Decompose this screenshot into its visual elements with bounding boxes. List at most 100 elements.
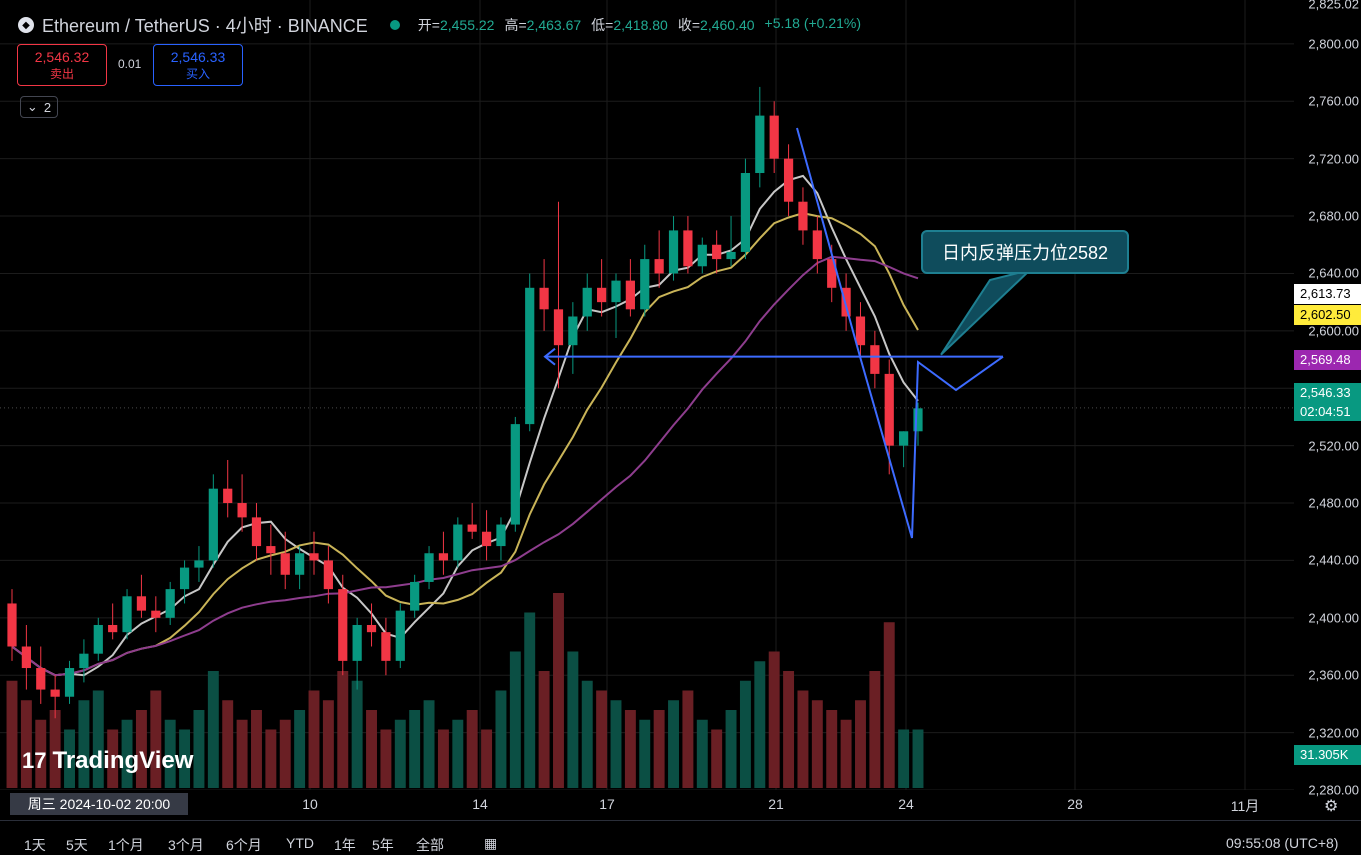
volume-bar — [783, 671, 795, 788]
candle-body — [539, 287, 549, 310]
buy-button[interactable]: 2,546.33 买入 — [153, 44, 243, 86]
clock-readout[interactable]: 09:55:08 (UTC+8) — [1226, 835, 1339, 851]
volume-bar — [179, 729, 191, 788]
volume-bar — [107, 729, 119, 788]
volume-bar — [121, 719, 133, 788]
price-tick: 2,600.00 — [1308, 323, 1359, 339]
arrow-left-icon — [543, 347, 556, 366]
range-button[interactable]: 5天 — [66, 837, 88, 853]
candle-body — [740, 173, 751, 252]
range-button[interactable]: 3个月 — [168, 837, 204, 853]
volume-bar — [366, 710, 377, 788]
cursor-date-label: 周三 2024-10-02 20:00 — [10, 793, 188, 815]
volume-bar — [64, 729, 75, 788]
volume-bar — [811, 700, 823, 788]
projection-path — [796, 127, 1004, 539]
volume-bar — [193, 710, 205, 788]
calendar-icon[interactable]: ▦ — [484, 835, 498, 851]
ohlc-readout: 开=2,455.22 高=2,463.67 低=2,418.80 收=2,460… — [417, 15, 862, 33]
volume-bar — [265, 729, 277, 788]
tradingview-logo-icon: 17 — [22, 748, 47, 773]
countdown-timer: 02:04:51 — [1300, 404, 1351, 419]
price-tag-value: 2,613.73 — [1300, 286, 1351, 301]
range-button[interactable]: 1年 — [334, 837, 356, 853]
candle-body — [251, 517, 262, 547]
volume-bar — [78, 700, 90, 788]
candle-body — [597, 287, 607, 303]
volume-bar — [739, 680, 751, 788]
range-button[interactable]: 1个月 — [108, 837, 144, 853]
candle-body — [884, 373, 894, 446]
candle-body — [165, 589, 175, 618]
resistance-callout[interactable]: 日内反弹压力位2582 — [921, 230, 1129, 274]
sell-button[interactable]: 2,546.32 卖出 — [17, 44, 107, 86]
time-tick: 10 — [302, 796, 318, 812]
volume-bar — [682, 690, 694, 788]
price-tag-value: 2,569.48 — [1300, 352, 1351, 367]
volume-bar — [538, 671, 550, 788]
indicator-count: 2 — [43, 99, 52, 115]
volume-bar — [236, 719, 248, 788]
price-tick: 2,760.00 — [1308, 93, 1359, 109]
candle-body — [913, 408, 923, 432]
volume-bar — [351, 680, 363, 788]
tradingview-wordmark: TradingView — [52, 747, 194, 774]
callout-pointer — [940, 268, 1034, 356]
candle-body — [309, 553, 319, 561]
candle-body — [467, 524, 477, 532]
time-tick: 11月 — [1230, 798, 1260, 814]
range-button[interactable]: 全部 — [416, 837, 444, 853]
volume-bar — [437, 729, 449, 788]
range-button[interactable]: 5年 — [372, 837, 394, 853]
volume-bar — [279, 719, 291, 788]
volume-bar — [696, 719, 708, 788]
price-tick-top: 2,825.02 — [1308, 0, 1359, 12]
volume-bar — [380, 729, 392, 788]
volume-bar — [466, 710, 478, 788]
candle-body — [338, 589, 348, 661]
candle-body — [136, 596, 147, 611]
candle-body — [827, 259, 837, 288]
market-status-icon — [389, 20, 400, 30]
volume-bars — [6, 593, 924, 788]
price-tick: 2,320.00 — [1308, 725, 1359, 741]
candle-body — [568, 316, 578, 346]
volume-bar — [826, 710, 838, 788]
volume-bar — [898, 729, 910, 788]
candlesticks — [7, 86, 923, 719]
time-tick: 28 — [1067, 796, 1083, 812]
price-tag-value: 2,546.33 — [1300, 385, 1351, 400]
indicators-toggle-button[interactable]: ⌄ 2 — [20, 96, 58, 118]
settings-gear-icon[interactable]: ⚙ — [1324, 798, 1339, 815]
candle-body — [179, 567, 190, 590]
volume-bar — [855, 700, 866, 788]
candle-body — [208, 488, 218, 561]
volume-bar — [567, 651, 579, 788]
range-button[interactable]: 1天 — [24, 837, 46, 853]
candle-body — [668, 230, 679, 274]
price-axis[interactable]: 2,800.00 2,760.00 2,720.00 2,680.00 2,640.00… — [1294, 0, 1361, 798]
tradingview-logo: 17 TradingView — [22, 747, 193, 775]
volume-bar — [912, 729, 924, 788]
candle-body — [223, 488, 233, 504]
volume-bar — [610, 700, 622, 788]
candle-body — [323, 560, 333, 590]
range-button[interactable]: 6个月 — [226, 837, 262, 853]
volume-bar — [207, 671, 219, 788]
buy-label: 买入 — [185, 67, 210, 81]
volume-bar — [409, 710, 421, 788]
candle-body — [683, 230, 693, 267]
grid-lines — [0, 0, 1294, 790]
volume-bar — [135, 710, 147, 788]
volume-bar — [150, 690, 162, 788]
symbol-title[interactable]: Ethereum / TetherUS · 4小时 · BINANCE — [42, 16, 368, 36]
ma-short-line — [11, 174, 919, 677]
volume-bar — [711, 729, 723, 788]
range-button[interactable]: YTD — [286, 835, 314, 851]
volume-bar — [251, 710, 262, 788]
volume-bar — [452, 719, 464, 788]
volume-bar — [639, 719, 651, 788]
price-chart[interactable] — [0, 0, 1294, 790]
price-tick: 2,440.00 — [1308, 552, 1359, 568]
candle-body — [122, 596, 132, 633]
